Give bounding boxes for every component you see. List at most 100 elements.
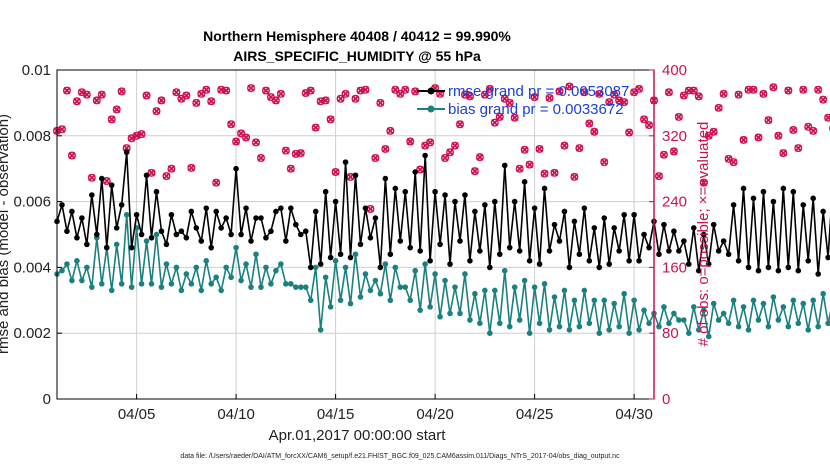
obs-marker <box>480 90 489 99</box>
bias-point <box>810 297 816 304</box>
obs-marker <box>734 90 743 99</box>
obs-marker <box>192 98 201 107</box>
bias-point <box>641 307 647 313</box>
obs-marker <box>441 154 450 163</box>
obs-marker <box>212 178 221 187</box>
rmse-point <box>641 231 647 238</box>
obs-marker <box>664 88 673 97</box>
obs-marker <box>645 121 654 130</box>
bias-point <box>452 284 458 290</box>
obs-marker <box>167 164 176 173</box>
rmse-point <box>686 261 692 267</box>
rmse-point <box>79 215 85 221</box>
rmse-point <box>492 198 498 205</box>
bias-point <box>143 238 150 244</box>
obs-marker <box>585 119 594 128</box>
bias-point <box>347 300 354 307</box>
bias-point <box>447 310 453 317</box>
rmse-point <box>168 211 175 218</box>
rmse-point <box>293 221 299 228</box>
obs-marker <box>102 177 111 186</box>
obs-marker <box>172 88 181 97</box>
rmse-point <box>248 238 254 244</box>
rmse-point <box>218 225 224 231</box>
rmse-point <box>462 192 468 198</box>
bias-point <box>258 284 264 290</box>
bias-point <box>511 284 518 290</box>
rmse-point <box>223 215 229 221</box>
rmse-point <box>765 264 772 271</box>
obs-marker <box>689 86 698 95</box>
rmse-point <box>392 185 399 192</box>
obs-marker <box>510 113 519 122</box>
rmse-point <box>367 234 374 241</box>
bias-point <box>790 297 797 304</box>
obs-marker <box>520 145 529 154</box>
rmse-point <box>755 267 762 274</box>
bias-point <box>377 290 384 297</box>
rmse-point <box>173 231 180 238</box>
rmse-point <box>676 248 682 254</box>
bias-point <box>74 258 80 264</box>
rmse-point <box>153 188 160 195</box>
rmse-point <box>208 244 215 251</box>
bias-point <box>566 327 573 333</box>
bias-point <box>700 307 707 313</box>
rmse-point <box>795 267 802 274</box>
obs-marker <box>326 115 335 124</box>
bias-point <box>611 300 617 307</box>
bias-point <box>397 284 404 290</box>
y-axis-right-label: # of obs: o=possible; ×=evaluated <box>695 122 712 347</box>
rmse-point <box>278 205 284 211</box>
rmse-point <box>551 221 558 228</box>
rmse-point <box>780 185 787 192</box>
rmse-point <box>447 261 453 267</box>
obs-marker <box>426 138 435 147</box>
bias-point <box>317 327 324 333</box>
obs-marker <box>57 125 66 134</box>
bias-point <box>64 261 70 267</box>
obs-marker <box>227 120 236 129</box>
bias-point <box>223 264 229 271</box>
rmse-point <box>740 185 747 192</box>
rmse-point <box>183 234 190 241</box>
rmse-point <box>297 231 304 238</box>
rmse-point <box>417 248 423 254</box>
rmse-point <box>377 264 384 271</box>
x-tick-label: 04/15 <box>317 406 355 423</box>
rmse-point <box>357 241 364 248</box>
bias-series <box>54 211 830 340</box>
chart-subtitle: AIRS_SPECIFIC_HUMIDITY @ 55 hPa <box>233 48 481 64</box>
rmse-point <box>452 198 458 205</box>
y-right-tick-label: 160 <box>662 259 687 276</box>
bias-point <box>228 274 234 281</box>
obs-marker <box>331 167 340 176</box>
bias-point <box>437 313 443 320</box>
y-right-tick-label: 0 <box>662 391 670 408</box>
rmse-point <box>372 215 379 221</box>
bias-point <box>362 271 369 277</box>
rmse-point <box>815 271 821 277</box>
rmse-point <box>501 162 508 169</box>
rmse-point <box>536 261 543 267</box>
rmse-point <box>437 241 443 248</box>
bias-point <box>108 287 115 294</box>
bias-point <box>307 297 314 304</box>
rmse-point <box>263 234 269 241</box>
obs-marker <box>535 144 544 153</box>
bias-point <box>800 300 807 307</box>
bias-point <box>283 281 289 287</box>
bias-point <box>327 304 334 310</box>
rmse-point <box>725 251 732 258</box>
rmse-point <box>307 264 314 271</box>
rmse-point <box>790 188 797 195</box>
rmse-point <box>710 221 717 228</box>
bias-point <box>432 271 438 277</box>
bias-point <box>666 320 672 327</box>
obs-marker <box>789 126 798 135</box>
bias-point <box>705 333 712 340</box>
rmse-point <box>98 175 105 182</box>
rmse-point <box>407 244 414 251</box>
y-axis-left-label: rmse and bias (model - observation) <box>0 114 12 354</box>
bias-point <box>551 294 558 300</box>
